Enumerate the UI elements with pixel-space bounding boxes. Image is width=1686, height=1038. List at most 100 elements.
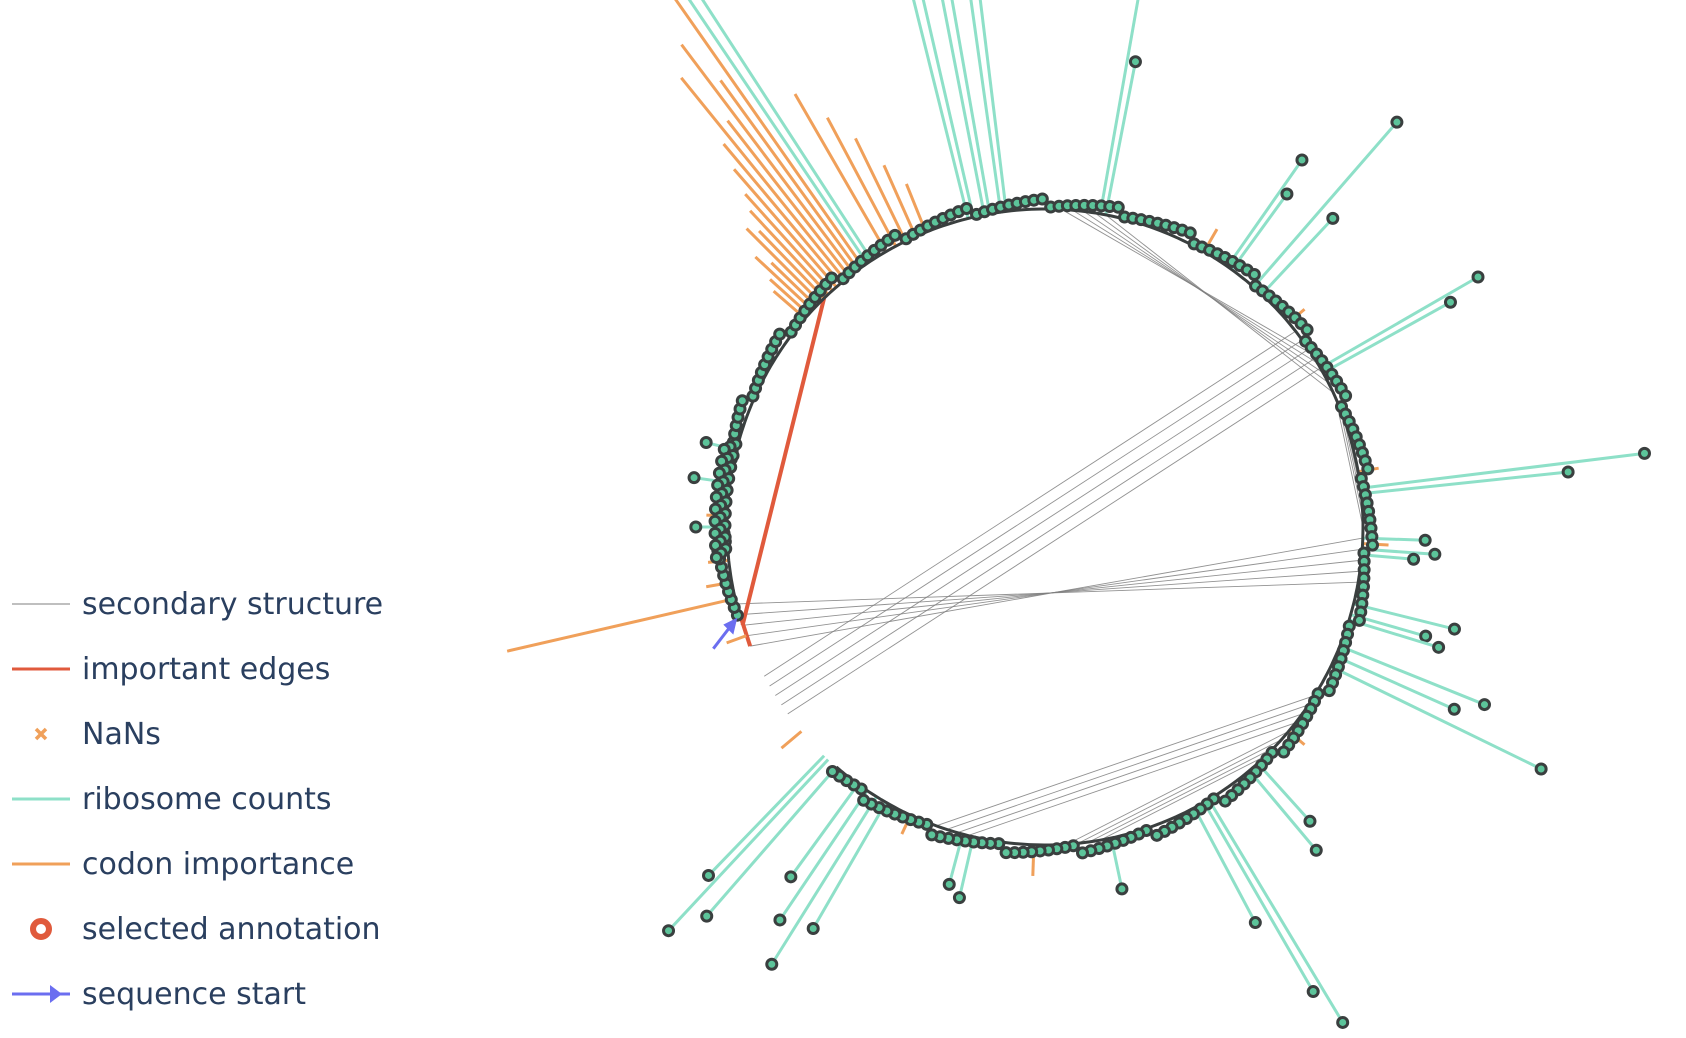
ribosome-count-bar xyxy=(789,783,860,878)
ribosome-count-marker xyxy=(1306,985,1320,999)
ribosome-count-bar xyxy=(1226,159,1304,268)
legend-item: ribosome counts xyxy=(12,782,332,817)
codon-importance-bar xyxy=(680,76,847,281)
ribosome-count-marker xyxy=(1428,547,1442,561)
ribosome-count-marker xyxy=(1248,916,1262,930)
nodes-layer xyxy=(708,192,1379,860)
legend-label: important edges xyxy=(82,652,330,687)
legend-swatch-x xyxy=(34,727,48,741)
codon-importance-bar xyxy=(882,164,918,238)
ribosome-count-bar xyxy=(1252,121,1399,288)
ribosome-count-bar xyxy=(978,0,1008,212)
sequence-start-layer xyxy=(712,617,738,650)
ribosome-count-marker xyxy=(1419,629,1433,643)
nucleotide-node xyxy=(1365,538,1379,552)
legend-item: secondary structure xyxy=(12,587,383,622)
ribosome-count-marker xyxy=(1432,640,1446,654)
ribosome-count-marker xyxy=(1128,55,1142,69)
ribosome-count-bar xyxy=(941,0,986,216)
legend: secondary structure important edges NaNs ri… xyxy=(12,587,383,1012)
legend-swatch-ring xyxy=(30,918,52,940)
ribosome-count-bar xyxy=(1202,801,1315,993)
nucleotide-node xyxy=(857,793,871,807)
ribosome-count-bar xyxy=(1322,300,1452,375)
ribosome-count-bar xyxy=(1104,61,1137,216)
secondary-structure-edge xyxy=(967,722,1296,836)
ribosome-count-marker xyxy=(1303,814,1317,828)
ribosome-count-marker xyxy=(806,921,820,935)
ribosome-count-bar xyxy=(1353,602,1455,631)
ribosome-count-marker xyxy=(1115,882,1129,896)
nucleotide-node xyxy=(888,228,902,242)
ribosome-count-bar xyxy=(1361,553,1414,561)
legend-label: NaNs xyxy=(82,717,161,752)
secondary-structure-edge xyxy=(936,695,1315,827)
legend-label: sequence start xyxy=(82,977,306,1012)
ribosome-count-marker xyxy=(699,436,713,450)
ribosome-count-bar xyxy=(1361,470,1569,496)
nucleotide-node xyxy=(999,846,1013,860)
secondary-structure-edge xyxy=(1066,731,1289,845)
nucleotide-node xyxy=(1035,192,1049,206)
nucleotide-node xyxy=(1111,200,1125,214)
codon-importance-bar xyxy=(780,730,803,750)
ribosome-count-bar xyxy=(912,0,970,219)
codon-importance-bar xyxy=(726,119,851,278)
ribosome-count-bar xyxy=(770,795,878,966)
nucleotide-node xyxy=(1247,268,1261,282)
ribosome-count-bar xyxy=(950,0,992,215)
ribosome-count-marker xyxy=(687,471,701,485)
ribosome-count-marker xyxy=(1280,187,1294,201)
secondary-structure-edge xyxy=(787,367,1321,715)
ribosome-count-bar xyxy=(667,758,830,932)
legend-item: selected annotation xyxy=(30,912,381,947)
ribosome-count-bar xyxy=(1360,451,1645,490)
nucleotide-node xyxy=(825,765,839,779)
nucleotide-node xyxy=(1150,828,1164,842)
legend-label: ribosome counts xyxy=(82,782,332,817)
nucleotide-node xyxy=(1183,226,1197,240)
ribosome-count-marker xyxy=(952,891,966,905)
nucleotide-node xyxy=(1352,613,1366,627)
ribosome-count-marker xyxy=(1447,622,1461,636)
ribosome-count-marker xyxy=(773,913,787,927)
codon-importance-bar xyxy=(745,227,822,304)
ribosome-count-marker xyxy=(1418,533,1432,547)
ribosome-count-marker xyxy=(765,957,779,971)
codon-importance-bar xyxy=(754,255,814,312)
ribosome-count-bar xyxy=(811,801,888,930)
codon-importance-bar xyxy=(744,193,834,292)
ribosome-count-bar xyxy=(1330,665,1542,771)
ribosome-count-marker xyxy=(1336,1015,1350,1029)
secondary-structure-edge xyxy=(1089,747,1274,843)
ribosome-count-marker xyxy=(942,877,956,891)
ribosome-count-bar xyxy=(1260,217,1334,296)
ribosome-count-bar xyxy=(687,0,869,265)
ribosome-count-marker xyxy=(1309,843,1323,857)
nucleotide-node xyxy=(960,202,974,216)
nucleotide-node xyxy=(825,271,839,285)
nucleotide-node xyxy=(1075,846,1089,860)
ribosome-count-bar xyxy=(778,789,869,921)
codon-importance-bar xyxy=(793,93,888,253)
codon-importance-bar xyxy=(826,116,898,247)
sequence-start-arrow-head xyxy=(723,617,738,635)
ribosome-count-marker xyxy=(700,909,714,923)
secondary-structure-layer xyxy=(733,209,1364,845)
secondary-structure-edge xyxy=(957,713,1303,834)
secondary-structure-edge xyxy=(1105,214,1334,393)
ribosome-count-bar xyxy=(705,766,838,918)
ribosome-count-bar xyxy=(1248,769,1318,852)
ribosome-count-bar xyxy=(707,754,826,877)
nucleotide-node xyxy=(1322,684,1336,698)
ribosome-count-bar xyxy=(1339,644,1486,706)
ribosome-count-marker xyxy=(1637,446,1651,460)
ribosome-count-bar xyxy=(921,0,975,218)
codon-importance-bar xyxy=(726,634,747,645)
nucleotide-node xyxy=(735,394,749,408)
secondary-structure-edge xyxy=(1339,407,1364,516)
nucleotide-node xyxy=(709,550,723,564)
ribosome-count-marker xyxy=(1471,270,1485,284)
nucleotide-node xyxy=(1339,389,1353,403)
secondary-structure-edge xyxy=(1078,739,1282,844)
